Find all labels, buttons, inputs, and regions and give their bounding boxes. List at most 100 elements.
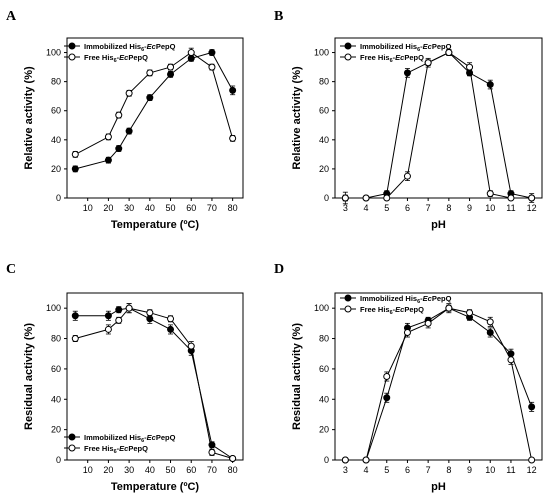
data-point bbox=[208, 448, 216, 456]
legend-label-subscript: 6 bbox=[417, 47, 420, 53]
x-tick-label: 9 bbox=[467, 465, 472, 475]
x-tick-label: 80 bbox=[228, 203, 238, 213]
data-point bbox=[115, 111, 123, 119]
legend-label: Immobilized His6-EcPepQ bbox=[360, 294, 452, 305]
series-immobilized bbox=[341, 49, 536, 202]
y-tick-label: 0 bbox=[56, 455, 61, 465]
x-tick-label: 3 bbox=[343, 203, 348, 213]
data-point bbox=[507, 194, 515, 202]
x-tick-label: 6 bbox=[405, 203, 410, 213]
x-tick-label: 4 bbox=[364, 465, 369, 475]
y-tick-label: 0 bbox=[324, 193, 329, 203]
data-point bbox=[104, 312, 112, 320]
series-free bbox=[341, 304, 536, 464]
x-tick-label: 50 bbox=[166, 465, 176, 475]
x-axis-title: Temperature (ºC) bbox=[111, 219, 199, 231]
data-point bbox=[403, 172, 411, 180]
legend-label: Free His6-EcPepQ bbox=[84, 444, 148, 455]
data-point bbox=[187, 49, 195, 57]
y-tick-label: 40 bbox=[51, 135, 61, 145]
data-point bbox=[403, 328, 411, 336]
data-point bbox=[528, 194, 536, 202]
y-tick-label: 80 bbox=[319, 334, 329, 344]
x-axis-title: pH bbox=[431, 481, 446, 493]
data-point bbox=[383, 194, 391, 202]
series-free bbox=[71, 303, 237, 462]
x-tick-label: 5 bbox=[384, 203, 389, 213]
data-point bbox=[445, 49, 453, 57]
series-free bbox=[341, 49, 536, 205]
y-tick-label: 100 bbox=[314, 48, 329, 58]
y-tick-label: 40 bbox=[51, 394, 61, 404]
legend-label-prefix: Immobilized His bbox=[360, 42, 417, 51]
data-point bbox=[383, 394, 391, 402]
x-tick-label: 40 bbox=[145, 465, 155, 475]
x-tick-label: 20 bbox=[103, 203, 113, 213]
plot-frame bbox=[66, 37, 244, 199]
chart-panel-a: A 10 20 30 40 50 60 70 80 0 20 40 60 80 100 Temperature… bbox=[6, 9, 244, 231]
data-point bbox=[383, 373, 391, 380]
data-point bbox=[104, 133, 112, 141]
panel-letter: B bbox=[274, 9, 283, 24]
y-tick-label: 40 bbox=[319, 135, 329, 145]
x-tick-label: 11 bbox=[506, 465, 515, 475]
x-tick-label: 70 bbox=[207, 465, 217, 475]
y-tick-label: 100 bbox=[46, 48, 61, 58]
x-tick-label: 60 bbox=[186, 203, 196, 213]
y-tick-label: 0 bbox=[324, 455, 329, 465]
chart-panel-c: C 10 20 30 40 50 60 70 80 0 20 40 60 80 100 Temperature… bbox=[6, 262, 244, 493]
data-point bbox=[146, 94, 154, 102]
data-point bbox=[341, 456, 349, 464]
plot-frame bbox=[334, 37, 543, 199]
y-tick-label: 80 bbox=[319, 77, 329, 87]
legend-label-prefix: Immobilized His bbox=[84, 433, 141, 442]
data-point bbox=[104, 156, 112, 164]
x-tick-label: 12 bbox=[527, 465, 537, 475]
data-point bbox=[486, 81, 494, 89]
x-tick-label: 10 bbox=[83, 465, 93, 475]
panel-letter: C bbox=[6, 262, 16, 277]
legend-label: Free His6-EcPepQ bbox=[84, 53, 148, 64]
legend-label-suffix: -EcPepQ bbox=[393, 305, 424, 314]
legend-label: Free His6-EcPepQ bbox=[360, 53, 424, 64]
x-tick-label: 4 bbox=[364, 203, 369, 213]
data-point bbox=[362, 456, 370, 464]
x-tick-label: 5 bbox=[384, 465, 389, 475]
data-point bbox=[466, 309, 474, 317]
data-point bbox=[507, 356, 515, 364]
y-tick-label: 60 bbox=[51, 364, 61, 374]
y-tick-label: 40 bbox=[319, 394, 329, 404]
y-axis-title: Residual activity (%) bbox=[291, 323, 303, 430]
open-circle-marker-icon bbox=[68, 444, 76, 452]
legend-label-subscript: 6 bbox=[141, 47, 144, 53]
filled-circle-marker-icon bbox=[344, 294, 352, 302]
x-tick-label: 30 bbox=[124, 203, 134, 213]
x-tick-label: 10 bbox=[485, 203, 495, 213]
data-point bbox=[71, 150, 79, 158]
legend-label-prefix: Free His bbox=[84, 444, 114, 453]
filled-circle-marker-icon bbox=[68, 433, 76, 441]
y-tick-label: 80 bbox=[51, 77, 61, 87]
y-tick-label: 100 bbox=[314, 303, 329, 313]
open-circle-marker-icon bbox=[344, 305, 352, 313]
data-point bbox=[167, 315, 175, 323]
legend-label-subscript: 6 bbox=[390, 310, 393, 316]
data-point bbox=[167, 325, 175, 333]
data-point bbox=[104, 325, 112, 333]
filled-circle-marker-icon bbox=[344, 42, 352, 50]
legend-label-prefix: Free His bbox=[360, 305, 390, 314]
x-tick-label: 60 bbox=[186, 465, 196, 475]
data-point bbox=[486, 318, 494, 326]
data-point bbox=[424, 319, 432, 327]
x-tick-label: 8 bbox=[446, 203, 451, 213]
x-tick-label: 7 bbox=[426, 203, 431, 213]
data-point bbox=[528, 456, 536, 464]
legend-entry: Immobilized His6-EcPepQ bbox=[64, 433, 176, 444]
data-point bbox=[486, 328, 494, 336]
panel-letter: D bbox=[274, 262, 284, 277]
x-tick-label: 70 bbox=[207, 203, 217, 213]
data-point bbox=[466, 63, 474, 71]
data-point bbox=[208, 63, 216, 71]
data-point bbox=[125, 89, 133, 97]
